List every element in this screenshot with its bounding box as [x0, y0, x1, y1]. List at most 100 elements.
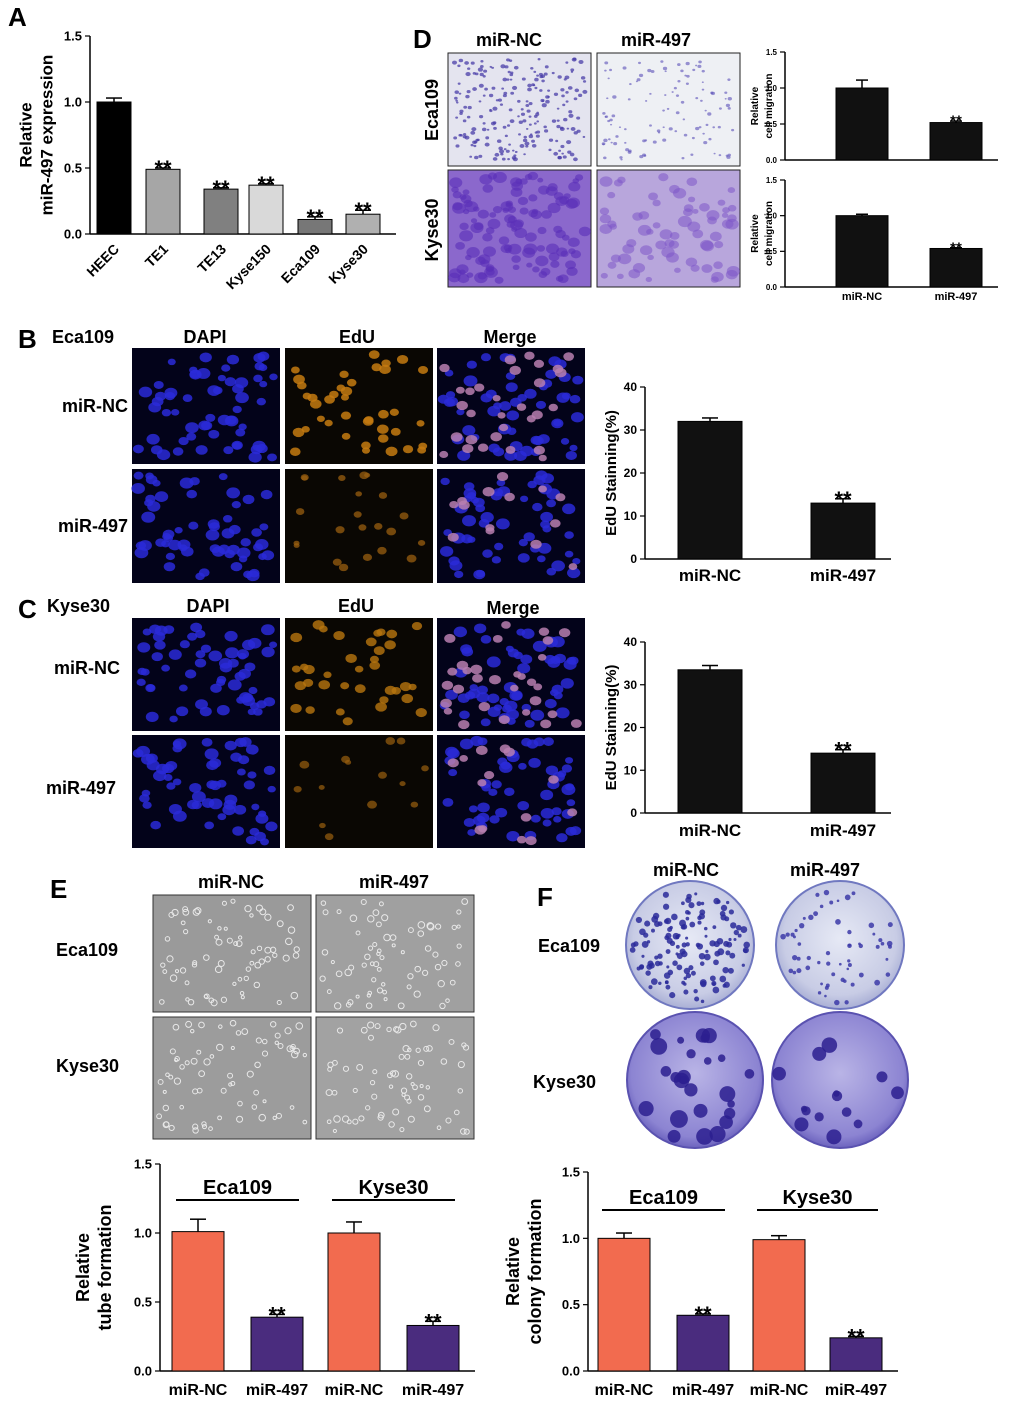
- e-row-label-2: Kyse30: [56, 1056, 119, 1076]
- significance-mark: **: [834, 487, 852, 512]
- category-label: miR-497: [402, 1382, 464, 1399]
- y-tick-label: 30: [624, 678, 638, 692]
- d-row-label-1: Eca109: [422, 79, 442, 141]
- category-label: miR-497: [672, 1382, 734, 1399]
- y-axis-label: Relative: [503, 1237, 523, 1306]
- bar: [96, 101, 132, 235]
- bar: [677, 420, 743, 560]
- bar: [929, 122, 983, 161]
- y-tick-label: 20: [624, 466, 638, 480]
- c-col-header-3: Merge: [486, 598, 539, 618]
- edu-image-eca109-nc-edu: [285, 348, 433, 464]
- y-axis-label: EdU Stainning(%): [603, 410, 620, 536]
- b-col-header-3: Merge: [483, 327, 536, 347]
- edu-image-kyse30-497-edu: [285, 735, 433, 848]
- panel-label-b: B: [18, 324, 37, 354]
- chart-f: 0.0 0.5 1.0 1.5 Relative colony formation miR-…: [503, 1165, 898, 1399]
- y-tick-label: 1.0: [134, 1226, 152, 1241]
- category-label: miR-497: [810, 566, 876, 585]
- category-label: miR-497: [935, 291, 978, 303]
- y-tick-label: 10: [624, 509, 638, 523]
- category-label: Kyse30: [325, 241, 371, 287]
- y-axis-label: cell migration: [764, 201, 775, 266]
- migration-image-kyse30-mir-497: [596, 169, 741, 288]
- y-tick-label: 0.5: [562, 1297, 580, 1312]
- y-tick-label: 1.5: [766, 176, 778, 185]
- bar: [929, 247, 983, 288]
- bar: [810, 752, 876, 814]
- y-tick-label: 1.5: [64, 29, 82, 44]
- colony-plate-kyse30-mir-497: [771, 1011, 909, 1149]
- category-label: TE1: [142, 241, 172, 271]
- d-col-header-1: miR-NC: [476, 30, 542, 50]
- y-tick-label: 0.5: [64, 161, 82, 176]
- significance-mark: **: [424, 1309, 442, 1334]
- y-tick-label: 0: [630, 552, 637, 566]
- y-tick-label: 1.0: [64, 95, 82, 110]
- group-label: Eca109: [203, 1177, 272, 1199]
- b-col-header-2: EdU: [339, 327, 375, 347]
- b-cell-line: Eca109: [52, 327, 114, 347]
- f-row-label-2: Kyse30: [533, 1072, 596, 1092]
- significance-mark: **: [950, 113, 962, 130]
- migration-image-eca109-mir-nc: [447, 52, 592, 167]
- panel-label-a: A: [8, 2, 27, 32]
- y-tick-label: 1.0: [562, 1231, 580, 1246]
- panel-label-e: E: [50, 874, 67, 904]
- y-axis-label: Relative: [17, 102, 36, 167]
- tube-image-eca109-mir-497: [315, 894, 475, 1013]
- d-col-header-2: miR-497: [621, 30, 691, 50]
- tube-image-eca109-mir-nc: [152, 894, 312, 1013]
- significance-mark: **: [257, 172, 275, 197]
- bar: [829, 1337, 883, 1372]
- edu-image-eca109-497-dapi: [132, 469, 280, 583]
- category-label: miR-497: [810, 821, 876, 840]
- y-tick-label: 0.5: [766, 120, 778, 129]
- y-tick-label: 0: [630, 806, 637, 820]
- y-tick-label: 0.0: [766, 156, 778, 165]
- y-tick-label: 40: [624, 635, 638, 649]
- y-tick-label: 0.0: [562, 1364, 580, 1379]
- category-label: miR-NC: [595, 1382, 654, 1399]
- y-tick-label: 1.5: [562, 1165, 580, 1180]
- e-row-label-1: Eca109: [56, 940, 118, 960]
- category-label: miR-497: [825, 1382, 887, 1399]
- y-tick-label: 30: [624, 423, 638, 437]
- group-label: Kyse30: [782, 1187, 852, 1209]
- bar: [171, 1231, 225, 1372]
- bar: [597, 1237, 651, 1372]
- e-col-header-2: miR-497: [359, 872, 429, 892]
- significance-mark: **: [950, 239, 962, 256]
- bar: [677, 669, 743, 814]
- bar: [250, 1316, 304, 1372]
- edu-image-kyse30-nc-edu: [285, 618, 433, 731]
- category-label: HEEC: [83, 241, 122, 280]
- category-label: miR-NC: [169, 1382, 228, 1399]
- category-label: miR-NC: [842, 291, 882, 303]
- significance-mark: **: [694, 1302, 712, 1327]
- panel-label-d: D: [413, 24, 432, 54]
- panel-label-c: C: [18, 594, 37, 624]
- y-tick-label: 1.5: [766, 48, 778, 57]
- bar: [810, 502, 876, 560]
- y-tick-label: 0.0: [766, 283, 778, 292]
- texture-layer: [131, 57, 904, 1145]
- tube-image-kyse30-mir-nc: [152, 1016, 312, 1140]
- y-tick-label: 1.0: [766, 211, 778, 220]
- category-label: Kyse150: [223, 241, 275, 293]
- significance-mark: **: [847, 1325, 865, 1350]
- b-row-label-1: miR-NC: [62, 396, 128, 416]
- c-cell-line: Kyse30: [47, 596, 110, 616]
- y-axis-label: Relative: [750, 214, 761, 253]
- y-tick-label: 1.0: [766, 84, 778, 93]
- chart-a: 0.0 0.5 1.0 1.5 Relative miR-497 expression HE…: [17, 29, 396, 293]
- significance-mark: **: [268, 1302, 286, 1327]
- significance-mark: **: [834, 738, 852, 763]
- colony-plate-kyse30-mir-nc: [626, 1011, 764, 1149]
- y-axis-label: EdU Stainning(%): [603, 665, 620, 791]
- chart-d-kyse30: 0.0 0.5 1.0 1.5 Relative cell migration miR-NC…: [750, 176, 998, 303]
- category-label: Eca109: [278, 241, 324, 287]
- bar: [248, 184, 284, 235]
- group-label: Kyse30: [358, 1177, 428, 1199]
